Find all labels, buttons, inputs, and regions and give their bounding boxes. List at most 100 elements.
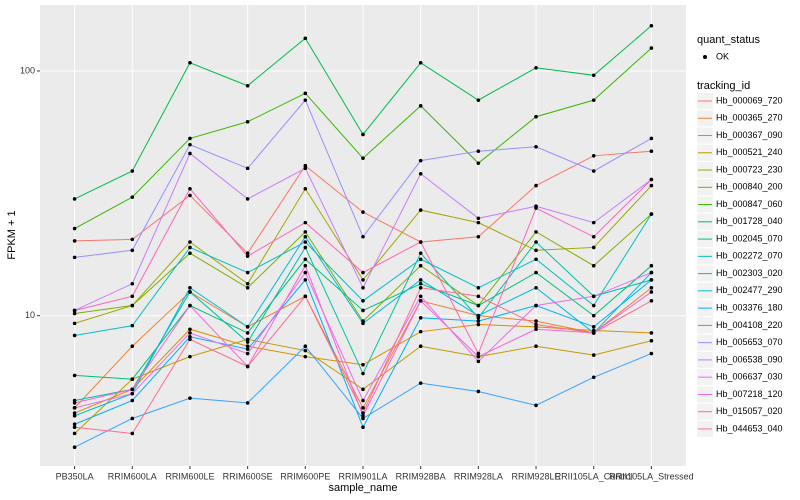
data-point <box>591 331 596 335</box>
data-point <box>245 197 250 201</box>
data-point <box>476 351 481 356</box>
data-point <box>130 391 135 396</box>
data-point <box>303 294 308 299</box>
legend-label: OK <box>716 51 729 61</box>
legend-label: Hb_001728_040 <box>716 216 783 226</box>
data-point <box>72 431 77 436</box>
data-point <box>649 263 654 268</box>
data-point <box>303 245 308 250</box>
x-tick-label: RRIM600LA <box>108 471 157 481</box>
data-point <box>476 220 481 225</box>
data-point <box>72 445 77 450</box>
data-point <box>591 245 596 250</box>
data-point <box>303 344 308 349</box>
data-point <box>534 240 538 244</box>
data-point <box>72 255 77 260</box>
data-point <box>649 351 654 356</box>
data-point <box>534 285 538 290</box>
x-tick-label: RRII105LA_Stressed <box>609 471 694 481</box>
data-point <box>649 212 654 216</box>
data-point <box>245 83 250 88</box>
data-point <box>245 364 250 369</box>
data-point <box>534 319 538 323</box>
data-point <box>649 270 654 275</box>
data-point <box>361 413 365 418</box>
data-point <box>188 142 192 147</box>
data-point <box>303 220 308 225</box>
x-tick-label: RRII105LA_Control <box>555 471 633 481</box>
legend-label: Hb_000367_090 <box>716 130 783 140</box>
data-point <box>418 251 423 255</box>
data-point <box>188 193 192 198</box>
data-point <box>72 411 77 415</box>
data-point <box>188 290 192 294</box>
data-point <box>361 371 365 376</box>
x-tick-label: RRIM928LA <box>454 471 503 481</box>
data-point <box>591 169 596 173</box>
data-point <box>245 251 250 255</box>
y-axis-title: FPKM + 1 <box>6 210 18 259</box>
legend-label: Hb_002477_290 <box>716 285 783 295</box>
data-point <box>476 354 481 359</box>
data-point <box>418 60 423 65</box>
data-point <box>245 337 250 342</box>
data-point <box>361 308 365 313</box>
data-point <box>591 353 596 357</box>
data-point <box>591 313 596 318</box>
data-point <box>130 377 135 381</box>
legend-label: Hb_000069_720 <box>716 95 783 105</box>
data-point <box>361 278 365 282</box>
data-point <box>534 248 538 253</box>
data-point <box>534 257 538 262</box>
data-point <box>534 403 538 408</box>
legend-label: Hb_000521_240 <box>716 147 783 157</box>
legend-label: Hb_006637_030 <box>716 372 783 382</box>
data-point <box>361 299 365 303</box>
data-point <box>534 144 538 149</box>
data-point <box>476 161 481 165</box>
legend-title: quant_status <box>697 34 760 46</box>
data-point <box>534 206 538 210</box>
data-point <box>130 344 135 349</box>
data-point <box>303 91 308 96</box>
data-point <box>130 323 135 328</box>
data-point <box>130 248 135 253</box>
data-point <box>72 401 77 405</box>
data-point <box>130 294 135 299</box>
data-point <box>245 340 250 344</box>
data-point <box>303 270 308 275</box>
data-point <box>303 166 308 171</box>
data-point <box>534 270 538 275</box>
data-point <box>72 197 77 201</box>
data-point <box>476 216 481 221</box>
data-point <box>188 186 192 191</box>
data-point <box>245 344 250 349</box>
legend-label: Hb_015057_020 <box>716 406 783 416</box>
data-point <box>361 270 365 275</box>
data-point <box>245 347 250 351</box>
data-point <box>303 257 308 262</box>
data-point <box>72 239 77 243</box>
data-point <box>591 294 596 299</box>
data-point <box>130 281 135 286</box>
data-point <box>534 322 538 327</box>
data-point <box>476 285 481 290</box>
data-point <box>418 104 423 108</box>
data-point <box>649 136 654 141</box>
data-point <box>534 183 538 188</box>
data-point <box>303 98 308 102</box>
data-point <box>72 373 77 378</box>
data-point <box>188 251 192 255</box>
data-point <box>303 278 308 282</box>
data-point <box>130 431 135 436</box>
x-axis-title: sample_name <box>328 482 397 494</box>
data-point <box>188 334 192 339</box>
data-point <box>188 151 192 156</box>
data-point <box>418 381 423 385</box>
data-point <box>130 195 135 199</box>
data-point <box>245 351 250 356</box>
data-point <box>303 36 308 41</box>
legend-key <box>703 55 707 59</box>
legend-label: Hb_044653_040 <box>716 423 783 433</box>
data-point <box>418 257 423 262</box>
